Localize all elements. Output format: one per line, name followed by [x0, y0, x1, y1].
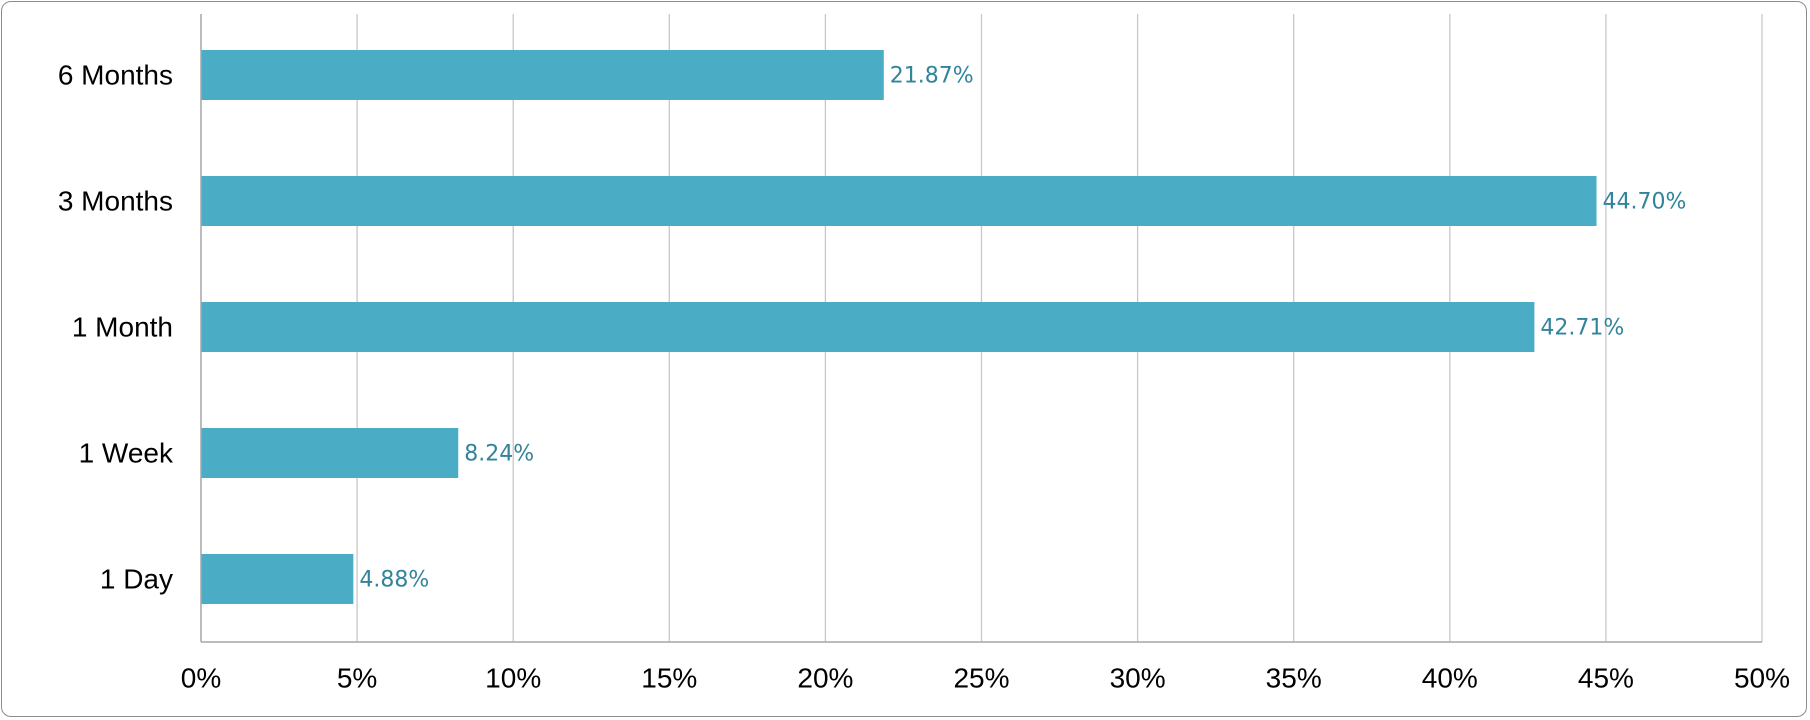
- category-label: 1 Day: [100, 564, 173, 595]
- bar-1-month: [201, 302, 1535, 352]
- data-label: 21.87%: [890, 64, 974, 89]
- bar-1-day: [201, 554, 354, 604]
- category-label: 3 Months: [58, 186, 173, 217]
- x-tick-label: 50%: [1734, 663, 1790, 694]
- category-label: 6 Months: [58, 60, 173, 91]
- x-tick-label: 25%: [953, 663, 1009, 694]
- bar-1-week: [201, 428, 459, 478]
- category-label: 1 Month: [72, 312, 173, 343]
- x-tick-label: 0%: [181, 663, 221, 694]
- axes: [200, 14, 1762, 643]
- x-tick-label: 10%: [485, 663, 541, 694]
- data-label: 44.70%: [1603, 190, 1687, 215]
- x-tick-label: 30%: [1110, 663, 1166, 694]
- bar-6-months: [201, 50, 884, 100]
- x-tick-label: 5%: [337, 663, 377, 694]
- x-tick-label: 35%: [1266, 663, 1322, 694]
- labels: 6 Months 21.87% 3 Months 44.70% 1 Month 42.71…: [58, 60, 1790, 694]
- x-tick-label: 20%: [797, 663, 853, 694]
- data-label: 42.71%: [1540, 316, 1624, 341]
- x-tick-label: 45%: [1578, 663, 1634, 694]
- category-label: 1 Week: [79, 438, 174, 469]
- x-tick-label: 40%: [1422, 663, 1478, 694]
- data-label: 8.24%: [464, 442, 534, 467]
- bars: [201, 50, 1597, 604]
- x-tick-label: 15%: [641, 663, 697, 694]
- bar-3-months: [201, 176, 1597, 226]
- data-label: 4.88%: [359, 568, 429, 593]
